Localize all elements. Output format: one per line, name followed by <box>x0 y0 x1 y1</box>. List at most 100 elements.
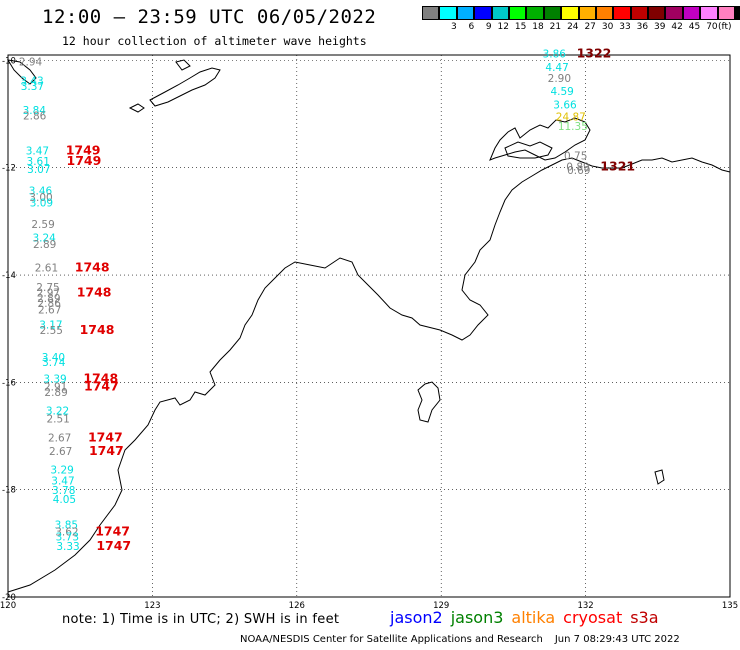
island-cape <box>7 59 37 85</box>
swh-value: 2.89 <box>37 293 60 305</box>
satellite-altika: altika <box>511 608 556 627</box>
legend-label: 39 <box>654 22 666 32</box>
lat-tick-label: -20 <box>2 593 16 603</box>
swh-value: 2.89 <box>44 387 67 399</box>
legend-label: 21 <box>549 22 562 32</box>
lon-tick-label: 129 <box>433 601 449 611</box>
island-small-2 <box>175 59 191 71</box>
obs-time: 1747 <box>89 443 124 458</box>
legend-swatch <box>422 6 440 20</box>
swh-value: 3.24 <box>32 233 56 245</box>
legend-swatch <box>439 6 457 20</box>
legend-swatch <box>630 6 649 20</box>
swh-value: 2.94 <box>19 57 43 69</box>
color-scale-legend <box>422 6 740 20</box>
plot-frame <box>7 54 731 598</box>
legend-swatch <box>700 6 718 20</box>
swh-value: 4.05 <box>53 494 76 506</box>
map-subtitle: 12 hour collection of altimeter wave hei… <box>62 34 367 48</box>
satellite-jason3: jason3 <box>450 608 504 627</box>
map-title: 12:00 – 23:59 UTC 06/05/2022 <box>42 6 377 28</box>
swh-value: 2.75 <box>36 282 59 294</box>
legend-label: 27 <box>584 22 596 32</box>
legend-label: 9 <box>485 22 492 32</box>
lat-tick-label: -12 <box>2 164 16 174</box>
swh-value: 3.33 <box>56 541 79 553</box>
lat-lon-grid <box>7 55 731 598</box>
obs-time: 1749 <box>66 142 101 157</box>
credit-text: NOAA/NESDIS Center for Satellite Applica… <box>240 634 543 645</box>
swh-value: 2.90 <box>548 73 571 85</box>
satellite-legend: jason2 jason3 altika cryosat s3a <box>390 608 667 627</box>
swh-value: 3.40 <box>42 352 65 364</box>
swh-value: 11.35 <box>558 121 588 133</box>
swh-value: 3.47 <box>51 475 74 487</box>
lon-tick-label: 120 <box>0 601 16 611</box>
lon-tick-label: 126 <box>289 601 305 611</box>
obs-time: 1748 <box>77 284 112 299</box>
legend-swatch <box>474 6 492 20</box>
swh-value: 0.89 <box>566 161 589 173</box>
swh-value: 3.62 <box>55 526 78 538</box>
swh-value: 3.78 <box>52 485 75 497</box>
legend-label: 15 <box>514 22 527 32</box>
obs-time: 1747 <box>88 429 123 444</box>
legend-swatch <box>543 6 562 20</box>
obs-time: 1322 <box>577 46 612 61</box>
axis-labels: 120 123 126 129 132 135 -10 -12 -14 -16 -18 -20 <box>0 56 738 611</box>
swh-value: 2.61 <box>35 262 58 274</box>
legend-label: 30 <box>601 22 614 32</box>
lat-tick-label: -18 <box>2 486 16 496</box>
swh-value: 3.74 <box>42 357 66 369</box>
obs-time: 1747 <box>84 378 119 393</box>
generated-timestamp: Jun 7 08:29:43 UTC 2022 <box>554 634 680 645</box>
legend-label: 70 <box>706 22 718 32</box>
island-melville <box>504 141 553 159</box>
lon-tick-label: 135 <box>722 601 738 611</box>
swh-value: 4.59 <box>550 86 573 98</box>
legend-label: 33 <box>619 22 631 32</box>
swh-value: 2.86 <box>23 110 47 122</box>
obs-time: 1748 <box>75 259 110 274</box>
legend-label: 45 <box>688 22 701 32</box>
swh-value: 3.84 <box>23 105 47 117</box>
obs-time: 1748 <box>83 370 118 385</box>
swh-value: 2.51 <box>46 414 69 426</box>
legend-swatch <box>735 6 740 20</box>
swh-value: 2.67 <box>49 446 72 458</box>
legend-label: 24 <box>567 22 579 32</box>
legend-label: 12 <box>497 22 509 32</box>
swh-value: 3.29 <box>50 465 73 477</box>
legend-swatch <box>508 6 527 20</box>
swh-value: 3.22 <box>46 406 69 418</box>
legend-swatch <box>648 6 666 20</box>
obs-time: 1749 <box>67 153 102 168</box>
legend-label: 36 <box>636 22 649 32</box>
color-scale-labels: 3 6 9 12 15 18 21 24 27 30 33 36 39 42 45 70 <box>422 22 718 32</box>
legend-swatch <box>561 6 579 20</box>
swh-value: 2.59 <box>31 219 54 231</box>
legend-swatch <box>682 6 701 20</box>
island-groote <box>417 381 441 423</box>
swh-value: 3.86 <box>543 49 567 61</box>
swh-value: 2.55 <box>40 325 63 337</box>
obs-time: 1747 <box>95 523 130 538</box>
swh-value: 3.46 <box>29 186 53 198</box>
legend-label: 18 <box>532 22 544 32</box>
island-roti <box>128 103 145 113</box>
swh-value: 2.89 <box>33 239 56 251</box>
legend-swatch <box>665 6 683 20</box>
swh-value: 2.97 <box>37 287 60 299</box>
obs-time: 1747 <box>96 538 131 553</box>
swh-value: 3.73 <box>56 532 79 544</box>
swh-value: 3.37 <box>21 81 44 93</box>
color-scale-unit: (ft) <box>718 22 732 32</box>
swh-value: 3.66 <box>553 100 577 112</box>
swh-value: 2.67 <box>48 432 71 444</box>
swh-value: 3.47 <box>26 145 49 157</box>
island-small <box>654 469 665 485</box>
swh-value: 4.47 <box>545 62 568 74</box>
lon-tick-label: 123 <box>144 601 160 611</box>
legend-swatch <box>613 6 631 20</box>
